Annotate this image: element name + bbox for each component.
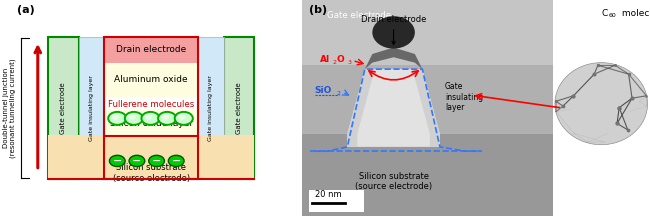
- Text: Drain electrode: Drain electrode: [361, 15, 426, 44]
- Text: Silicon substrate
(source electrode): Silicon substrate (source electrode): [355, 172, 432, 191]
- Text: (a): (a): [17, 5, 34, 15]
- Bar: [104, 110, 198, 136]
- Bar: [198, 37, 224, 179]
- Polygon shape: [412, 69, 440, 147]
- Text: Fullerene molecules: Fullerene molecules: [108, 100, 194, 109]
- Polygon shape: [347, 69, 440, 147]
- Circle shape: [125, 112, 143, 125]
- Bar: [104, 37, 198, 63]
- Circle shape: [109, 155, 125, 167]
- Text: Drain electrode: Drain electrode: [116, 45, 187, 54]
- Bar: [302, 0, 552, 65]
- Circle shape: [129, 114, 136, 120]
- Polygon shape: [347, 69, 375, 147]
- Text: Gate electrode: Gate electrode: [328, 11, 391, 20]
- Text: Silicon substrate
(source electrode): Silicon substrate (source electrode): [112, 163, 190, 183]
- Text: 20 nm: 20 nm: [315, 190, 342, 199]
- Circle shape: [142, 112, 160, 125]
- Bar: [302, 134, 552, 216]
- Bar: [48, 135, 254, 179]
- Text: −: −: [112, 156, 122, 166]
- Ellipse shape: [372, 16, 415, 49]
- Circle shape: [178, 114, 186, 120]
- Text: −: −: [172, 156, 181, 166]
- Bar: [104, 63, 198, 97]
- Text: molecule: molecule: [619, 9, 650, 18]
- Text: 2: 2: [333, 60, 337, 65]
- Text: Gate insulating layer: Gate insulating layer: [209, 75, 213, 141]
- Text: Gate electrode: Gate electrode: [60, 82, 66, 134]
- Text: Aluminum oxide: Aluminum oxide: [114, 75, 188, 84]
- Text: Gate
insulating
layer: Gate insulating layer: [445, 82, 483, 112]
- Text: −: −: [132, 156, 142, 166]
- Text: SiO: SiO: [315, 86, 332, 95]
- Text: Silicon oxide layer: Silicon oxide layer: [110, 119, 192, 128]
- Text: (b): (b): [309, 5, 327, 15]
- Circle shape: [162, 114, 169, 120]
- Bar: [48, 37, 79, 179]
- Circle shape: [129, 155, 145, 167]
- Circle shape: [175, 112, 193, 125]
- Text: Al: Al: [320, 55, 330, 64]
- Text: Double-tunnel junction
(resonant tunneling current): Double-tunnel junction (resonant tunneli…: [3, 58, 16, 158]
- Bar: [309, 190, 363, 212]
- Text: Gate electrode: Gate electrode: [236, 82, 242, 134]
- Text: O: O: [337, 55, 344, 64]
- Bar: [79, 37, 104, 179]
- Polygon shape: [365, 48, 422, 69]
- Circle shape: [158, 112, 176, 125]
- Circle shape: [149, 155, 164, 167]
- Text: Gate insulating layer: Gate insulating layer: [89, 75, 94, 141]
- Text: −: −: [152, 156, 161, 166]
- Circle shape: [168, 155, 184, 167]
- Circle shape: [145, 114, 152, 120]
- Bar: [104, 37, 198, 179]
- Text: 60: 60: [609, 13, 617, 17]
- Text: C: C: [601, 9, 608, 18]
- Text: 3: 3: [348, 60, 352, 65]
- Text: 2: 2: [337, 91, 341, 97]
- Circle shape: [555, 63, 647, 145]
- Circle shape: [108, 112, 126, 125]
- Bar: [224, 37, 254, 179]
- Circle shape: [112, 114, 119, 120]
